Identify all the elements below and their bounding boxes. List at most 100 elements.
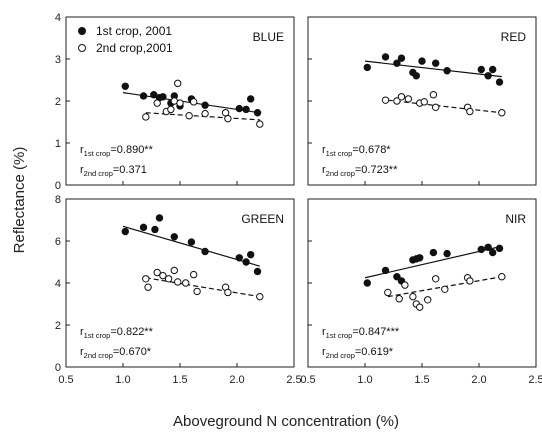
data-point-2nd-crop xyxy=(174,278,182,286)
y-tick-label: 3 xyxy=(55,54,61,66)
legend-label-2nd: 2nd crop,2001 xyxy=(96,41,173,55)
correlation-stat: r2nd crop=0.670* xyxy=(80,346,152,360)
legend-label-1st: 1st crop, 2001 xyxy=(96,24,172,38)
data-point-2nd-crop xyxy=(182,279,190,287)
data-point-2nd-crop xyxy=(466,107,474,116)
x-tick-label: 0.5 xyxy=(58,374,73,386)
data-point-1st-crop xyxy=(121,82,129,91)
data-point-1st-crop xyxy=(431,59,440,67)
y-tick-label: 4 xyxy=(55,12,61,24)
y-tick-label: 0 xyxy=(55,362,61,374)
data-point-2nd-crop xyxy=(409,292,417,301)
panel-title: BLUE xyxy=(253,30,284,44)
panel-title: GREEN xyxy=(241,212,284,226)
data-point-2nd-crop xyxy=(393,97,401,105)
y-tick-label: 8 xyxy=(55,194,61,206)
data-point-1st-crop xyxy=(363,63,371,72)
data-point-1st-crop xyxy=(253,267,262,276)
data-point-1st-crop xyxy=(242,258,250,266)
x-tick-label: 2.5 xyxy=(286,374,301,386)
y-tick-label: 4 xyxy=(55,278,61,290)
data-point-2nd-crop xyxy=(416,303,424,311)
data-point-2nd-crop xyxy=(189,98,198,106)
data-point-1st-crop xyxy=(201,247,209,256)
data-point-2nd-crop xyxy=(384,288,392,297)
x-tick-label: 1.5 xyxy=(414,374,429,386)
data-point-2nd-crop xyxy=(170,266,179,275)
data-point-2nd-crop xyxy=(174,79,182,88)
data-point-1st-crop xyxy=(429,248,438,257)
x-axis-label: Aboveground N concentration (%) xyxy=(173,413,399,430)
y-axis-label: Reflectance (%) xyxy=(11,147,28,254)
data-point-2nd-crop xyxy=(466,277,474,285)
correlation-stat: r1st crop=0.678* xyxy=(322,144,391,158)
correlation-stat: r2nd crop=0.723** xyxy=(322,164,398,178)
data-point-1st-crop xyxy=(484,243,492,252)
legend: 1st crop, 2001 2nd crop,2001 xyxy=(78,24,173,55)
panel-title: NIR xyxy=(505,212,526,226)
panel-blue: 0 1 2 3 4 BLUE r1st crop=0.890** r2nd crop=0.37… xyxy=(55,12,295,192)
data-point-2nd-crop xyxy=(256,120,264,128)
data-point-1st-crop xyxy=(488,65,497,74)
data-point-2nd-crop xyxy=(431,103,440,112)
x-tick-label: 1.0 xyxy=(357,374,372,386)
data-point-1st-crop xyxy=(477,65,485,74)
data-point-2nd-crop xyxy=(397,93,406,101)
data-point-2nd-crop xyxy=(420,98,428,106)
data-point-1st-crop xyxy=(443,249,451,258)
data-point-1st-crop xyxy=(495,244,504,253)
data-point-1st-crop xyxy=(253,109,262,117)
data-point-2nd-crop xyxy=(224,114,232,123)
data-point-2nd-crop xyxy=(395,295,403,303)
data-point-1st-crop xyxy=(246,95,255,103)
x-tick-label: 0.5 xyxy=(300,374,315,386)
data-point-2nd-crop xyxy=(431,275,440,283)
data-point-1st-crop xyxy=(246,250,255,259)
panel-green: 0 2 4 6 8 0.5 1.0 1.5 2.0 2.5 GREEN r1st crop=0.822… xyxy=(55,194,302,386)
y-tick-label: 6 xyxy=(55,236,61,248)
data-point-1st-crop xyxy=(139,92,148,100)
data-point-1st-crop xyxy=(170,233,179,241)
data-point-2nd-crop xyxy=(401,281,409,289)
data-point-1st-crop xyxy=(393,59,401,67)
x-tick-label: 1.5 xyxy=(172,374,187,386)
data-point-2nd-crop xyxy=(256,292,264,301)
x-tick-label: 1.0 xyxy=(115,374,130,386)
panel-frame xyxy=(307,198,537,368)
y-tick-label: 0 xyxy=(55,180,61,192)
x-tick-label: 2.0 xyxy=(229,374,244,386)
y-tick-label: 2 xyxy=(55,96,61,108)
data-point-1st-crop xyxy=(121,227,129,236)
y-tick-label: 1 xyxy=(55,138,61,150)
data-point-2nd-crop xyxy=(498,273,506,281)
correlation-stat: r2nd crop=0.371 xyxy=(80,164,147,178)
data-point-2nd-crop xyxy=(153,99,161,107)
trend-line-1st-crop xyxy=(364,60,502,78)
correlation-stat: r2nd crop=0.619* xyxy=(322,346,394,360)
data-point-2nd-crop xyxy=(167,105,175,114)
data-point-2nd-crop xyxy=(153,268,161,277)
legend-marker-open xyxy=(78,44,86,52)
data-point-1st-crop xyxy=(381,266,390,275)
data-point-1st-crop xyxy=(393,273,401,281)
data-point-1st-crop xyxy=(139,223,148,232)
data-point-1st-crop xyxy=(235,104,243,113)
data-point-2nd-crop xyxy=(441,285,449,293)
data-point-2nd-crop xyxy=(193,287,201,296)
data-point-1st-crop xyxy=(381,53,390,61)
x-tick-label: 2.0 xyxy=(471,374,486,386)
data-point-1st-crop xyxy=(412,72,420,80)
data-point-2nd-crop xyxy=(164,275,173,283)
data-point-2nd-crop xyxy=(185,112,193,120)
data-point-2nd-crop xyxy=(429,91,438,99)
data-point-2nd-crop xyxy=(144,283,152,291)
data-point-2nd-crop xyxy=(159,271,167,280)
data-point-1st-crop xyxy=(187,238,196,246)
data-point-1st-crop xyxy=(397,54,406,62)
data-point-1st-crop xyxy=(201,101,209,109)
data-point-1st-crop xyxy=(242,105,250,114)
data-point-2nd-crop xyxy=(498,109,506,117)
correlation-stat: r1st crop=0.847*** xyxy=(322,326,400,340)
correlation-stat: r1st crop=0.890** xyxy=(80,144,154,158)
